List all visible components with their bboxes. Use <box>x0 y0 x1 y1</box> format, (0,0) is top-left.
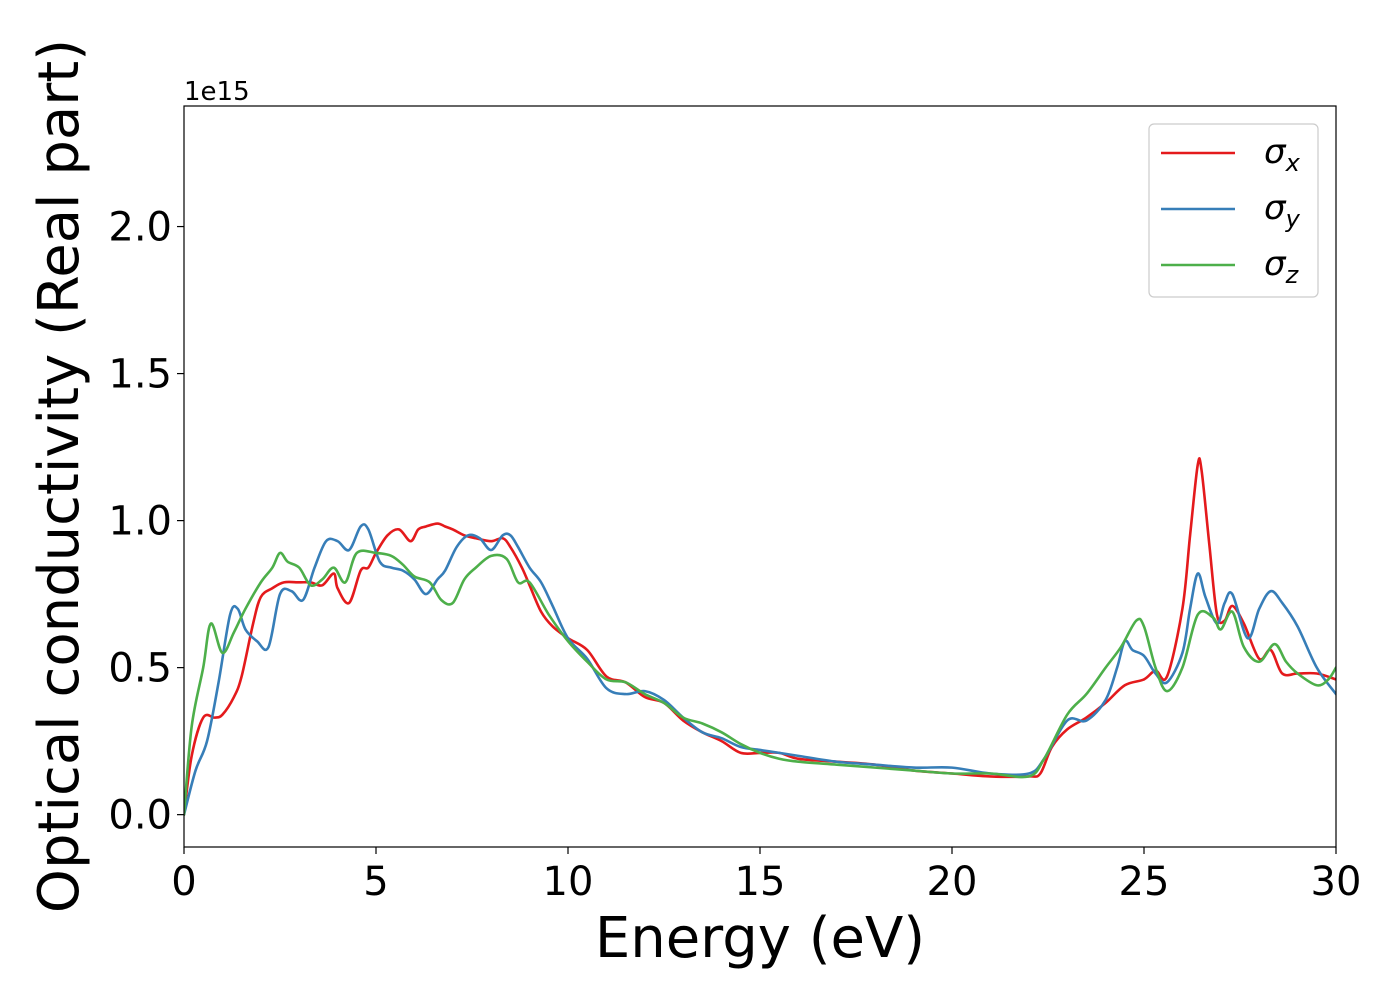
y-tick-label: 0.0 <box>108 793 172 839</box>
legend-symbol: σ <box>1264 244 1287 284</box>
x-axis-title: Energy (eV) <box>595 906 925 971</box>
legend-subscript: y <box>1285 205 1301 233</box>
x-tick-label: 30 <box>1311 859 1362 905</box>
x-axis: 0 5 10 15 20 25 30 <box>171 847 1361 905</box>
legend-subscript: z <box>1285 261 1300 289</box>
series-layer <box>184 457 1336 816</box>
legend-subscript: x <box>1285 149 1301 177</box>
legend-symbol: σ <box>1264 188 1287 228</box>
x-tick-label: 5 <box>363 859 388 905</box>
x-tick-label: 0 <box>171 859 196 905</box>
x-tick-label: 20 <box>927 859 978 905</box>
legend-symbol: σ <box>1264 132 1287 172</box>
legend-label-x: σx <box>1264 132 1301 177</box>
y-tick-label: 2.0 <box>108 205 172 251</box>
y-offset-label: 1e15 <box>184 77 250 107</box>
y-tick-label: 0.5 <box>108 646 172 692</box>
x-tick-label: 25 <box>1119 859 1170 905</box>
y-axis: 0.0 0.5 1.0 1.5 2.0 <box>108 205 184 839</box>
legend-box <box>1148 123 1319 298</box>
y-tick-label: 1.5 <box>108 352 172 398</box>
x-tick-label: 15 <box>735 859 786 905</box>
x-tick-label: 10 <box>543 859 594 905</box>
y-tick-label: 1.0 <box>108 499 172 545</box>
legend-label-z: σz <box>1264 244 1300 289</box>
series-line-z <box>184 549 1336 816</box>
series-line-y <box>184 523 1336 816</box>
y-axis-title: Optical conductivity (Real part) <box>27 39 92 913</box>
legend-label-y: σy <box>1264 188 1301 233</box>
